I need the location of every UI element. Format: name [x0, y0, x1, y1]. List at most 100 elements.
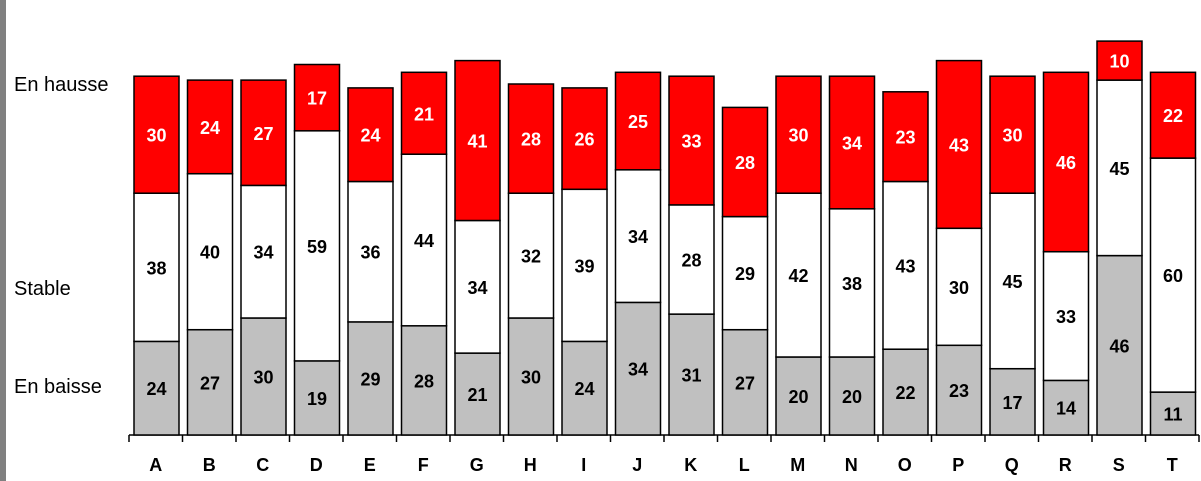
x-tick-label-N: N	[845, 455, 858, 475]
bar-C-en-hausse	[240, 79, 287, 187]
data-label-H-en-baisse: 30	[521, 368, 541, 388]
data-label-H-en-hausse: 28	[521, 130, 541, 150]
data-label-J-stable: 34	[628, 227, 648, 247]
bar-N-en-baisse	[828, 356, 876, 436]
data-label-I-stable: 39	[574, 256, 594, 276]
bar-I-en-hausse	[561, 87, 608, 191]
data-label-P-en-baisse: 23	[949, 381, 969, 401]
bar-R-stable	[1042, 250, 1090, 382]
data-label-C-stable: 34	[253, 243, 273, 263]
data-label-J-en-hausse: 25	[628, 112, 648, 132]
bar-G-en-baisse	[454, 352, 501, 436]
data-label-N-en-baisse: 20	[842, 387, 862, 407]
data-label-P-en-hausse: 43	[949, 135, 969, 155]
x-tick-label-H: H	[524, 455, 537, 475]
bar-J-en-baisse	[614, 301, 662, 436]
data-label-L-stable: 29	[735, 264, 755, 284]
data-label-R-stable: 33	[1056, 307, 1076, 327]
bar-Q-stable	[989, 192, 1036, 370]
data-label-S-stable: 45	[1109, 159, 1129, 179]
data-label-O-en-hausse: 23	[895, 128, 915, 148]
x-tick-label-J: J	[632, 455, 642, 475]
data-label-R-en-baisse: 14	[1056, 399, 1076, 419]
bar-H-en-baisse	[507, 317, 555, 436]
bar-O-stable	[882, 180, 929, 350]
bar-D-stable	[293, 130, 341, 362]
data-label-H-stable: 32	[521, 247, 541, 267]
data-label-A-en-hausse: 30	[146, 126, 166, 146]
bar-O-en-baisse	[882, 348, 929, 436]
bar-I-en-baisse	[561, 340, 608, 436]
bar-P-en-baisse	[935, 344, 983, 436]
bar-F-stable	[400, 153, 448, 327]
x-tick-label-I: I	[581, 455, 586, 475]
data-label-K-en-hausse: 33	[681, 132, 701, 152]
data-label-D-en-baisse: 19	[307, 389, 327, 409]
data-label-L-en-baisse: 27	[735, 373, 755, 393]
x-tick-label-L: L	[739, 455, 750, 475]
bar-S-en-baisse	[1096, 254, 1143, 436]
data-label-Q-en-hausse: 30	[1002, 126, 1022, 146]
data-label-T-en-hausse: 22	[1163, 106, 1183, 126]
bar-J-en-hausse	[614, 71, 662, 171]
x-tick-label-F: F	[418, 455, 429, 475]
data-label-F-en-hausse: 21	[414, 104, 434, 124]
label-en-baisse: En baisse	[14, 376, 102, 398]
data-label-E-en-hausse: 24	[360, 126, 380, 146]
x-tick-label-R: R	[1059, 455, 1072, 475]
bar-H-stable	[507, 192, 555, 319]
bar-D-en-hausse	[293, 63, 341, 132]
bar-A-stable	[133, 192, 180, 343]
bar-R-en-hausse	[1042, 71, 1090, 253]
bar-B-stable	[186, 172, 234, 331]
data-label-O-en-baisse: 22	[895, 383, 915, 403]
data-label-T-en-baisse: 11	[1163, 405, 1182, 425]
data-label-S-en-baisse: 46	[1109, 336, 1129, 356]
data-label-G-stable: 34	[467, 278, 487, 298]
bar-F-en-hausse	[400, 71, 448, 155]
data-label-F-en-baisse: 28	[414, 371, 434, 391]
data-label-K-en-baisse: 31	[681, 366, 701, 386]
label-en-hausse: En hausse	[14, 74, 109, 96]
x-tick-label-D: D	[310, 455, 323, 475]
data-label-N-stable: 38	[842, 274, 862, 294]
data-label-P-stable: 30	[949, 278, 969, 298]
bar-S-stable	[1096, 79, 1143, 257]
data-label-G-en-baisse: 21	[467, 385, 487, 405]
bar-S-en-hausse	[1096, 40, 1143, 81]
bar-L-en-hausse	[721, 106, 769, 218]
data-label-A-en-baisse: 24	[146, 379, 166, 399]
bar-N-en-hausse	[828, 75, 876, 210]
x-tick-label-E: E	[364, 455, 376, 475]
data-label-O-stable: 43	[895, 256, 915, 276]
bar-B-en-hausse	[186, 79, 234, 175]
bar-Q-en-hausse	[989, 75, 1036, 194]
bar-C-stable	[240, 184, 287, 319]
bar-O-en-hausse	[882, 91, 929, 183]
bar-T-en-baisse	[1149, 391, 1197, 436]
bar-E-en-hausse	[347, 87, 394, 183]
data-label-T-stable: 60	[1163, 266, 1183, 286]
bar-A-en-hausse	[133, 75, 180, 194]
data-label-C-en-hausse: 27	[253, 124, 273, 144]
label-stable: Stable	[14, 278, 71, 300]
bar-C-en-baisse	[240, 317, 287, 436]
data-label-C-en-baisse: 30	[253, 368, 273, 388]
x-tick-label-A: A	[149, 455, 162, 475]
bar-F-en-baisse	[400, 325, 448, 436]
data-label-B-stable: 40	[200, 243, 220, 263]
bar-G-en-hausse	[454, 59, 501, 222]
x-tick-label-O: O	[898, 455, 912, 475]
bar-T-stable	[1149, 157, 1197, 393]
bar-L-en-baisse	[721, 328, 769, 436]
bar-E-en-baisse	[347, 321, 394, 436]
left-border	[0, 0, 6, 481]
bar-I-stable	[561, 188, 608, 343]
data-label-M-en-baisse: 20	[788, 387, 808, 407]
bar-T-en-hausse	[1149, 71, 1197, 159]
data-label-B-en-hausse: 24	[200, 118, 220, 138]
data-label-R-en-hausse: 46	[1056, 153, 1076, 173]
bar-M-en-baisse	[775, 356, 822, 436]
bar-N-stable	[828, 208, 876, 358]
